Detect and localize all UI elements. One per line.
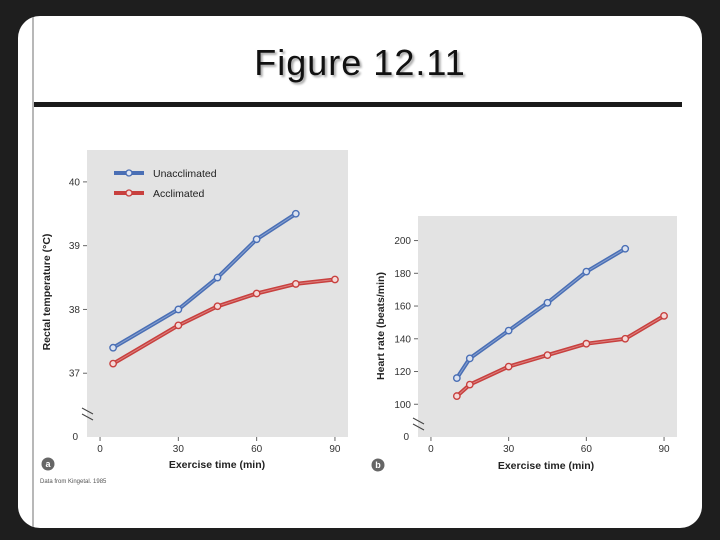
- panel-b-series-acclimated-point: [582, 339, 591, 348]
- slide-title: Figure 12.11: [254, 42, 466, 83]
- panel-a-axis-break: [81, 407, 94, 421]
- panel-b-y-tick-label: 180: [394, 269, 411, 280]
- panel-b-series-acclimated-point: [504, 362, 513, 371]
- panel-a-y-tick-label: 39: [69, 241, 81, 252]
- legend-acclimated-label: Acclimated: [153, 188, 205, 200]
- panel-b-x-tick-label: 0: [428, 444, 434, 455]
- panel-a-legend: Unacclimated Acclimated: [114, 168, 217, 200]
- panel-a-series-acclimated-line: [111, 277, 337, 366]
- panel-b-series-acclimated-point: [465, 380, 474, 389]
- legend-acclimated-marker: [125, 189, 133, 197]
- panel-b-x-tick-label: 60: [581, 444, 593, 455]
- panel-b-series-unacclimated-point: [504, 326, 513, 335]
- panel-b-letter: b: [375, 460, 381, 470]
- panel-a-plot-area: [87, 150, 348, 437]
- panel-a-series-unacclimated-point: [252, 235, 261, 244]
- panel-a-series-unacclimated-point: [291, 209, 300, 218]
- panel-b-y-tick-label: 200: [394, 236, 411, 247]
- panel-b-series-unacclimated-highlight: [456, 248, 626, 379]
- chart-panel-a: Rectal temperature (°C) Exercise time (m…: [40, 150, 348, 485]
- panel-b-plot-area: [418, 216, 677, 437]
- panel-a-series-acclimated-highlight: [112, 279, 335, 365]
- panel-b-letter-badge: b: [371, 458, 385, 472]
- panel-b-series-acclimated-point: [543, 351, 552, 360]
- panel-a-series-acclimated-point: [109, 359, 118, 368]
- panel-a-letter: a: [45, 459, 51, 469]
- panel-b-series-acclimated-point: [660, 311, 668, 320]
- panel-b-series-acclimated-point: [621, 334, 630, 343]
- panel-a-series-acclimated-point: [174, 321, 183, 330]
- panel-b-axis-break: [412, 417, 425, 431]
- panel-a-series-acclimated-point: [291, 280, 300, 288]
- panel-a-series-unacclimated-point: [174, 305, 183, 314]
- panel-b-x-tick-label: 30: [503, 444, 515, 455]
- panel-a-y-tick-label: 40: [69, 177, 81, 188]
- panel-b-zero-label: 0: [403, 432, 409, 443]
- panel-b-series-unacclimated-line: [454, 246, 628, 381]
- source-note: Data from Kingetal. 1985: [40, 479, 107, 485]
- chart-panel-b: Heart rate (beats/min) Exercise time (mi…: [371, 216, 677, 472]
- panel-a-x-tick-label: 90: [329, 444, 341, 455]
- panel-a-series-acclimated-point: [252, 289, 261, 298]
- panel-a-x-axis-label: Exercise time (min): [169, 459, 265, 471]
- legend-unacclimated-label: Unacclimated: [153, 168, 217, 180]
- panel-b-y-tick-label: 100: [394, 400, 411, 411]
- panel-a-series-unacclimated-point: [109, 343, 118, 352]
- title-divider: [34, 102, 682, 107]
- panel-b-series-unacclimated-point: [582, 267, 591, 276]
- panel-a-x-tick-label: 60: [251, 444, 263, 455]
- panel-a-series-acclimated-point: [331, 275, 339, 284]
- panel-a-series-unacclimated-point: [213, 273, 222, 282]
- slide-left-rule: [32, 16, 34, 528]
- panel-a-series-acclimated-point: [213, 302, 222, 311]
- panel-b-series-acclimated-point: [452, 392, 461, 400]
- panel-a-letter-badge: a: [41, 457, 55, 471]
- panel-a-y-tick-label: 38: [69, 305, 81, 316]
- panel-b-x-axis-label: Exercise time (min): [498, 460, 594, 472]
- panel-b-y-tick-label: 140: [394, 334, 411, 345]
- panel-b-x-tick-label: 90: [658, 444, 670, 455]
- panel-b-y-tick-label: 120: [394, 367, 411, 378]
- panel-a-zero-label: 0: [72, 432, 78, 443]
- panel-a-y-axis-label: Rectal temperature (°C): [41, 234, 53, 351]
- legend-unacclimated-marker: [125, 169, 133, 177]
- panel-b-series-unacclimated-point: [621, 244, 630, 253]
- panel-b-series-unacclimated-point: [543, 298, 552, 307]
- panel-a-x-tick-label: 30: [173, 444, 185, 455]
- panel-b-y-tick-label: 160: [394, 302, 411, 313]
- panel-b-series-unacclimated-point: [465, 354, 474, 363]
- panel-a-y-tick-label: 37: [69, 369, 81, 380]
- panel-a-x-tick-label: 0: [97, 444, 103, 455]
- panel-b-series-unacclimated-point: [452, 374, 461, 382]
- panel-b-y-axis-label: Heart rate (beats/min): [375, 272, 387, 380]
